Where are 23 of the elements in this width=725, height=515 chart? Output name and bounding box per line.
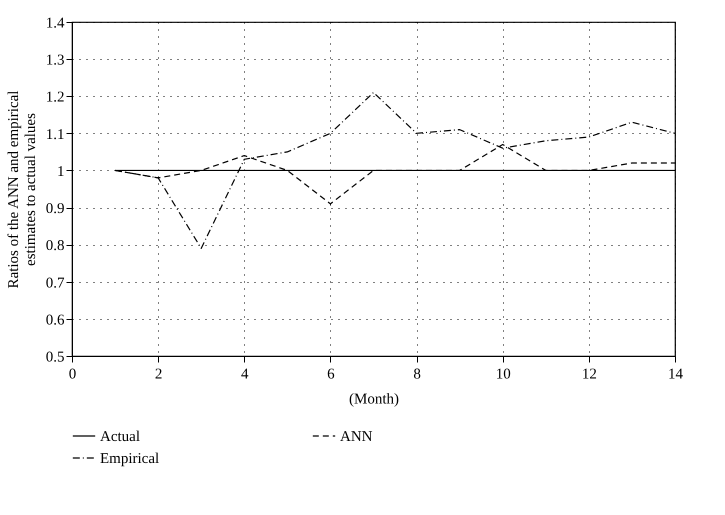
x-tick-label: 14 [668,366,684,382]
y-tick-label: 0.5 [46,350,64,366]
legend-label: Actual [100,429,140,445]
y-tick-label: 0.7 [46,275,65,292]
y-tick-label: 1 [57,164,64,180]
y-tick-label: 0.9 [46,201,64,218]
x-tick-label: 6 [327,366,336,382]
y-axis-title: Ratios of the ANN and empirical estimates to actual values [6,90,39,288]
y-tick-label: 1.3 [46,52,64,69]
legend-label: Empirical [100,451,160,467]
x-tick-label: 0 [68,366,76,382]
y-tick-label: 1.1 [46,126,64,143]
x-tick-label: 12 [582,366,597,382]
y-tick-label: 0.8 [46,238,64,254]
x-tick-label: 2 [154,366,162,382]
x-tick-label: 4 [241,366,250,382]
x-axis-title: (Month) [349,392,399,408]
y-tick-label: 0.6 [46,312,65,328]
x-tick-label: 10 [496,366,511,382]
x-tick-label: 8 [413,366,421,382]
y-tick-label: 1.2 [46,90,64,106]
legend-label: ANN [340,429,373,445]
y-tick-label: 1.4 [46,16,65,32]
